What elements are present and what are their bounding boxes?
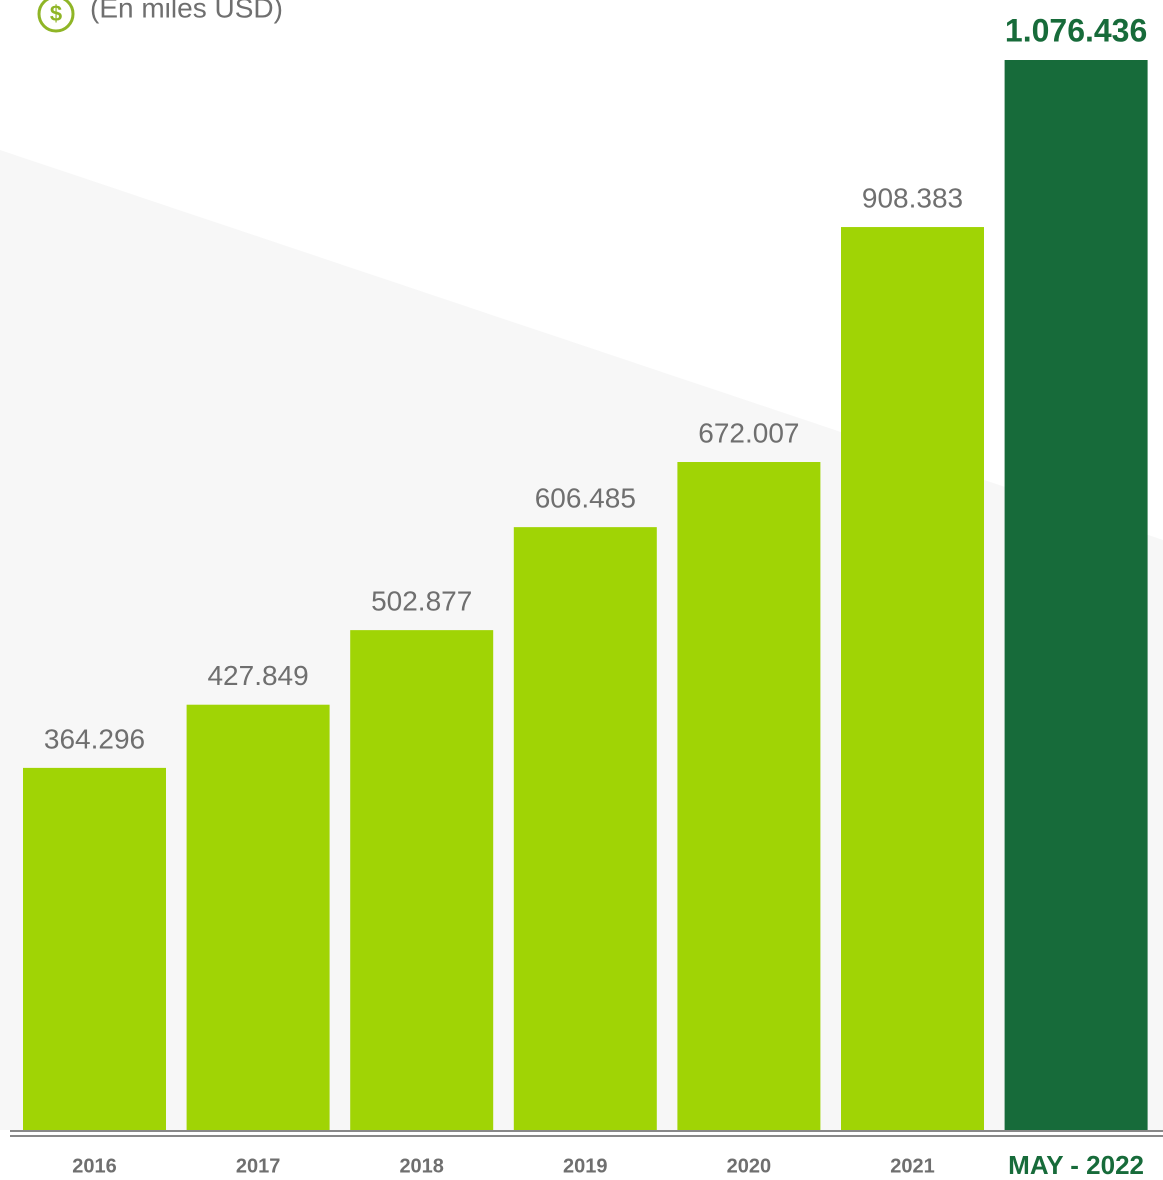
value-label: 672.007 (698, 417, 799, 448)
value-label: 502.877 (371, 586, 472, 617)
currency-icon: $ (37, 0, 75, 33)
x-tick-label: 2021 (890, 1155, 935, 1177)
x-tick-label: 2016 (72, 1155, 117, 1177)
bar (350, 630, 494, 1130)
bar (677, 462, 821, 1130)
value-label: 364.296 (44, 723, 145, 754)
bar (186, 704, 330, 1130)
value-label: 908.383 (862, 182, 963, 213)
x-tick-label: 2019 (563, 1155, 608, 1177)
x-tick-label: 2017 (236, 1155, 281, 1177)
value-label: 1.076.436 (1005, 12, 1147, 48)
value-label: 606.485 (535, 483, 636, 514)
bar (841, 227, 984, 1130)
x-tick-label: 2020 (727, 1155, 772, 1177)
bar (23, 767, 166, 1130)
x-tick-label: 2018 (399, 1155, 444, 1177)
chart-subtitle: (En miles USD) (90, 0, 283, 23)
x-tick-label: MAY - 2022 (1008, 1150, 1144, 1180)
svg-text:$: $ (50, 1, 62, 26)
value-label: 427.849 (207, 660, 308, 691)
bar (513, 527, 657, 1130)
bar (1004, 60, 1148, 1130)
